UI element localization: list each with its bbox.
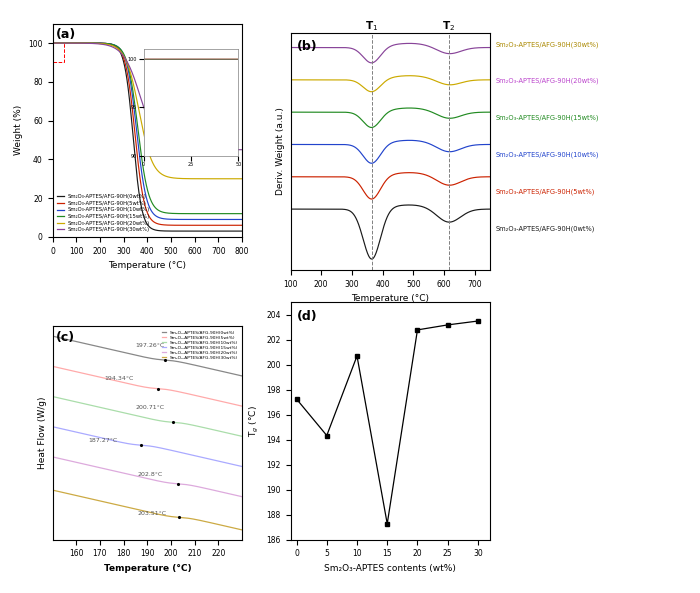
Text: Sm₂O₃-APTES/AFG-90H(10wt%): Sm₂O₃-APTES/AFG-90H(10wt%)	[496, 152, 599, 158]
Text: T$_1$: T$_1$	[365, 19, 379, 33]
Text: 194.34°C: 194.34°C	[105, 375, 134, 381]
X-axis label: Temperature (°C): Temperature (°C)	[104, 564, 191, 573]
Y-axis label: T$_g$ (°C): T$_g$ (°C)	[248, 405, 260, 437]
Bar	[52, 43, 64, 62]
X-axis label: Temperature (°C): Temperature (°C)	[351, 294, 429, 303]
Text: Sm₂O₃-APTES/AFG-90H(0wt%): Sm₂O₃-APTES/AFG-90H(0wt%)	[496, 225, 596, 231]
Legend: Sm₂O₃-APTES/AFG-90H(0wt%), Sm₂O₃-APTES/AFG-90H(5wt%), Sm₂O₃-APTES/AFG-90H(10wt%): Sm₂O₃-APTES/AFG-90H(0wt%), Sm₂O₃-APTES/A…	[160, 329, 240, 361]
Text: 187.27°C: 187.27°C	[88, 438, 118, 443]
Text: (b): (b)	[297, 40, 317, 53]
Text: (d): (d)	[297, 310, 317, 323]
X-axis label: Temperature (°C): Temperature (°C)	[108, 261, 186, 270]
Y-axis label: Heat Flow (W/g): Heat Flow (W/g)	[38, 397, 47, 469]
Y-axis label: Deriv. Weight (a.u.): Deriv. Weight (a.u.)	[276, 107, 285, 195]
Text: 200.71°C: 200.71°C	[136, 405, 164, 410]
Text: (a): (a)	[56, 28, 76, 41]
X-axis label: Sm₂O₃-APTES contents (wt%): Sm₂O₃-APTES contents (wt%)	[324, 564, 456, 573]
Text: Sm₂O₃-APTES/AFG-90H(5wt%): Sm₂O₃-APTES/AFG-90H(5wt%)	[496, 189, 596, 195]
Text: 197.26°C: 197.26°C	[136, 343, 164, 348]
Legend: Sm₂O₃-APTES/AFG-90H(0wt%), Sm₂O₃-APTES/AFG-90H(5wt%), Sm₂O₃-APTES/AFG-90H(10wt%): Sm₂O₃-APTES/AFG-90H(0wt%), Sm₂O₃-APTES/A…	[55, 192, 152, 234]
Text: Sm₂O₃-APTES/AFG-90H(30wt%): Sm₂O₃-APTES/AFG-90H(30wt%)	[496, 42, 599, 47]
Text: T$_2$: T$_2$	[442, 19, 455, 33]
Text: (c): (c)	[56, 331, 76, 344]
Text: Sm₂O₃-APTES/AFG-90H(15wt%): Sm₂O₃-APTES/AFG-90H(15wt%)	[496, 115, 599, 121]
Text: 202.8°C: 202.8°C	[138, 472, 163, 477]
Text: 203.51°C: 203.51°C	[138, 511, 167, 516]
Text: Sm₂O₃-APTES/AFG-90H(20wt%): Sm₂O₃-APTES/AFG-90H(20wt%)	[496, 78, 600, 84]
Y-axis label: Weight (%): Weight (%)	[14, 105, 22, 155]
